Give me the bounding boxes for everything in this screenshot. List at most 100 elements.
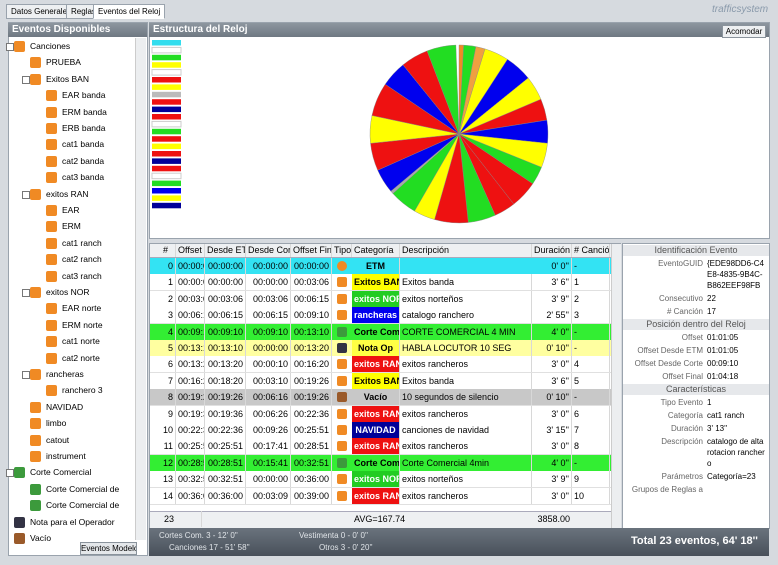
table-cell: 2' 55'' [532, 307, 572, 324]
event-type-icon [337, 441, 347, 452]
expander [6, 43, 14, 51]
table-cell: 4 [161, 323, 176, 340]
table-cell: 00:13:20 [205, 356, 246, 373]
event-type-icon [337, 326, 347, 337]
event-icon [30, 401, 41, 413]
stripe [152, 195, 181, 201]
property-value: catalogo de alta rotacion ranchero [707, 437, 765, 468]
stripe [152, 143, 181, 150]
table-cell: 00:03:09 [246, 487, 291, 504]
table-cell: Corte Com [352, 323, 400, 340]
property-value: Categoría=23 [707, 472, 756, 481]
table-cell: 00:06:16 [246, 389, 291, 406]
table-cell: 00:06:26 [246, 405, 291, 422]
table-cell: 00:03:06 [205, 290, 246, 307]
logo: trafficsystem [712, 4, 769, 15]
stripe [152, 91, 181, 98]
table-cell: ETM [352, 258, 400, 274]
table-cell: catalogo ranchero [400, 307, 532, 324]
tree-item: ranchero 3 [62, 385, 103, 396]
tree-item: exitos RAN [46, 188, 89, 199]
footer-cell: AVG=167.74 [354, 514, 406, 524]
table-cell: 10 segundos de silencio [400, 389, 532, 406]
table-cell: exitos NOR [352, 471, 400, 488]
event-icon [30, 188, 41, 200]
stripe [152, 202, 181, 209]
property-value: 01:01:05 [707, 333, 739, 342]
event-icon [46, 106, 57, 118]
table-cell: CORTE COMERCIAL 4 MIN [400, 323, 532, 340]
scrollbar[interactable] [135, 38, 146, 540]
table-cell: - [572, 258, 610, 274]
event-type-icon [337, 408, 347, 419]
tree-item: Corte Comercial de [46, 483, 120, 494]
table-cell: 00:13:20 [176, 356, 205, 373]
table-cell: 00:06:15 [176, 307, 205, 324]
stripe [152, 180, 181, 187]
table-cell: exitos rancheros [400, 405, 532, 422]
event-type-icon [337, 293, 347, 304]
tree-item: cat3 ranch [62, 270, 102, 281]
table-cell: 00:09:26 [246, 422, 291, 438]
column-header: # [161, 244, 176, 257]
event-icon [46, 123, 57, 134]
tree-item: ERM norte [62, 319, 103, 330]
tree-item: EAR [62, 205, 80, 215]
table-cell: 13 [161, 471, 176, 488]
table-cell: 0' 10'' [532, 389, 572, 406]
table-cell: Exitos banda [400, 372, 532, 389]
event-icon [30, 287, 41, 298]
table-cell: 00:36:00 [205, 487, 246, 504]
table-cell: 00:28:51 [205, 454, 246, 471]
event-icon [46, 319, 57, 331]
table-cell: 0' 0'' [532, 258, 572, 274]
tree-item: cat2 norte [62, 352, 100, 363]
event-type-icon [337, 425, 347, 435]
column-header: Desde Corte [248, 244, 291, 257]
event-type-icon [337, 261, 347, 271]
table-cell: 4' 0'' [532, 323, 572, 340]
stripe [152, 165, 181, 172]
table-cell: 00:36:00 [176, 487, 205, 504]
property-label: Parámetros [661, 472, 703, 481]
tree-item: cat3 banda [62, 172, 105, 183]
table-cell: 00:32:51 [176, 471, 205, 488]
property-label: Categoría [667, 411, 703, 420]
table-cell: exitos rancheros [400, 487, 532, 504]
stripe [152, 54, 181, 61]
table-cell: 3' 0'' [532, 487, 572, 504]
tab-active[interactable]: Eventos del Reloj [93, 4, 166, 19]
property-value: 01:01:05 [707, 346, 739, 355]
table-cell: 00:09:10 [246, 323, 291, 340]
table-cell: 00:00:00 [246, 274, 291, 291]
stripe [152, 99, 181, 105]
table-cell: 00:25:51 [291, 422, 332, 438]
button[interactable]: Eventos Modelo [80, 542, 137, 555]
tree-item: rancheras [46, 369, 84, 379]
event-icon [46, 385, 57, 397]
stripe [152, 40, 181, 46]
table-cell: Nota Op [352, 340, 400, 356]
expander [6, 469, 14, 478]
event-icon [46, 352, 57, 364]
event-icon [30, 73, 41, 85]
footer-cell: 23 [162, 511, 202, 527]
property-value: 17 [707, 307, 716, 316]
event-type-icon [337, 474, 347, 485]
summary-bar: Cortes Com. 3 - 12' 0'' Vestimenta 0 - 0'… [149, 528, 769, 556]
table-cell: 00:00:00 [205, 258, 246, 274]
expander [22, 289, 30, 297]
column-header: Descripción [400, 244, 532, 257]
event-type-icon [337, 359, 347, 370]
button[interactable]: Acomodar [722, 25, 766, 38]
event-icon [46, 221, 57, 233]
table-cell: 00:36:00 [291, 471, 332, 488]
property-value: 3' 13'' [707, 424, 728, 433]
table-cell: 00:25:51 [205, 438, 246, 455]
table-cell: exitos rancheros [400, 356, 532, 373]
table-cell: 00:09:10 [291, 307, 332, 324]
property-value: 22 [707, 294, 716, 303]
event-icon [14, 41, 25, 52]
stripe [152, 158, 181, 164]
table-cell: 1 [572, 274, 610, 291]
